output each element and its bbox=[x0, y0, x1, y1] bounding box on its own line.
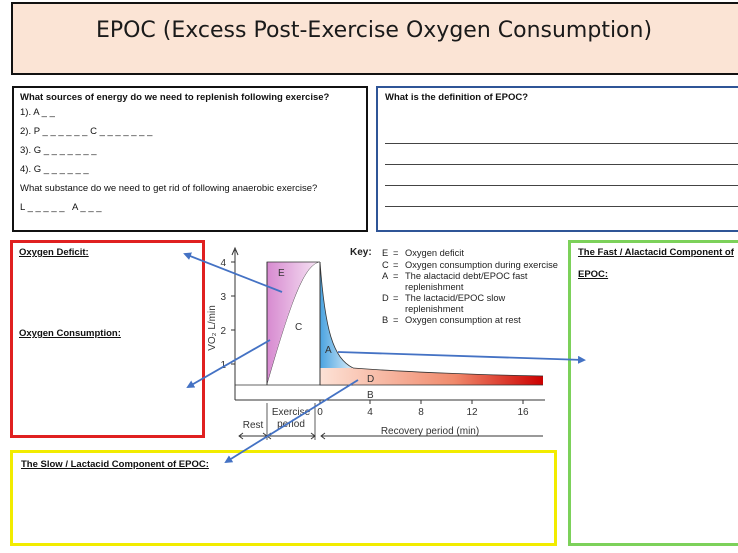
energy-sources-box: What sources of energy do we need to rep… bbox=[12, 86, 368, 232]
answer-line bbox=[385, 206, 738, 207]
x-tick-label: 0 bbox=[317, 407, 323, 418]
definition-box: What is the definition of EPOC? bbox=[376, 86, 738, 232]
region-label-a: A bbox=[325, 345, 332, 356]
y-tick-label: 4 bbox=[220, 258, 226, 269]
lactacid-region bbox=[320, 368, 543, 385]
substance-answer: L _ _ _ _ _ A _ _ _ bbox=[20, 202, 102, 213]
exercise-period-label-line1: Exercise bbox=[272, 407, 311, 418]
region-label-b: B bbox=[367, 390, 374, 401]
x-tick-label: 12 bbox=[466, 407, 478, 418]
title-banner: EPOC (Excess Post-Exercise Oxygen Consum… bbox=[11, 2, 738, 75]
key-entry-b: B = Oxygen consumption at rest bbox=[382, 315, 521, 325]
page-title: EPOC (Excess Post-Exercise Oxygen Consum… bbox=[95, 18, 653, 43]
exercise-period-label-line2: period bbox=[277, 419, 305, 430]
oxygen-consumption-region bbox=[267, 262, 320, 385]
definition-question: What is the definition of EPOC? bbox=[385, 92, 529, 103]
key-entry-d: D = The lactacid/EPOC slow replenishment bbox=[382, 293, 506, 314]
x-tick-label: 4 bbox=[367, 407, 373, 418]
slow-component-box: The Slow / Lactacid Component of EPOC: bbox=[10, 450, 557, 546]
chart-key: Key: E = Oxygen deficit C = Oxygen consumpti… bbox=[350, 247, 560, 327]
energy-answer-3: 3). G _ _ _ _ _ _ _ bbox=[20, 145, 97, 156]
y-tick-label: 3 bbox=[220, 292, 226, 303]
key-entry-a: A = The alactacid debt/EPOC fast replenish… bbox=[382, 271, 528, 292]
slow-component-heading: The Slow / Lactacid Component of EPOC: bbox=[21, 459, 209, 470]
key-entry-c: C = Oxygen consumption during exercise bbox=[382, 259, 558, 270]
answer-line bbox=[385, 164, 738, 165]
rest-span-arrow bbox=[238, 432, 268, 440]
oxygen-deficit-box: Oxygen Deficit: Oxygen Consumption: bbox=[10, 240, 205, 438]
exercise-span-arrow bbox=[266, 432, 316, 440]
oxygen-consumption-heading: Oxygen Consumption: bbox=[19, 328, 121, 339]
energy-answer-4: 4). G _ _ _ _ _ _ bbox=[20, 164, 89, 175]
energy-answer-1: 1). A _ _ bbox=[20, 107, 55, 118]
key-entry-e: E = Oxygen deficit bbox=[382, 248, 464, 258]
region-label-e: E bbox=[278, 268, 285, 279]
y-axis-label: VO₂ L/min bbox=[207, 305, 218, 351]
energy-answer-2: 2). P _ _ _ _ _ _ C _ _ _ _ _ _ _ bbox=[20, 126, 153, 137]
y-tick-label: 2 bbox=[220, 326, 226, 337]
energy-question: What sources of energy do we need to rep… bbox=[20, 92, 330, 103]
y-tick-label: 1 bbox=[220, 360, 226, 371]
answer-line bbox=[385, 143, 738, 144]
alactacid-region bbox=[319, 261, 354, 386]
oxygen-deficit-heading: Oxygen Deficit: bbox=[19, 247, 89, 258]
region-label-d: D bbox=[367, 374, 374, 385]
x-tick-label: 16 bbox=[517, 407, 529, 418]
y-axis-arrow bbox=[231, 246, 239, 256]
x-tick-label: 8 bbox=[418, 407, 424, 418]
region-label-c: C bbox=[295, 322, 302, 333]
fast-component-heading: The Fast / Alactacid Component of bbox=[578, 247, 734, 258]
rest-label: Rest bbox=[243, 420, 264, 431]
key-title: Key: bbox=[350, 247, 372, 258]
epoc-heading: EPOC: bbox=[578, 269, 609, 280]
recovery-curve bbox=[352, 367, 544, 377]
fast-component-box: The Fast / Alactacid Component of EPOC: bbox=[568, 240, 738, 546]
substance-question: What substance do we need to get rid of … bbox=[20, 183, 318, 194]
x-axis-label: Recovery period (min) bbox=[381, 426, 479, 437]
answer-line bbox=[385, 185, 738, 186]
